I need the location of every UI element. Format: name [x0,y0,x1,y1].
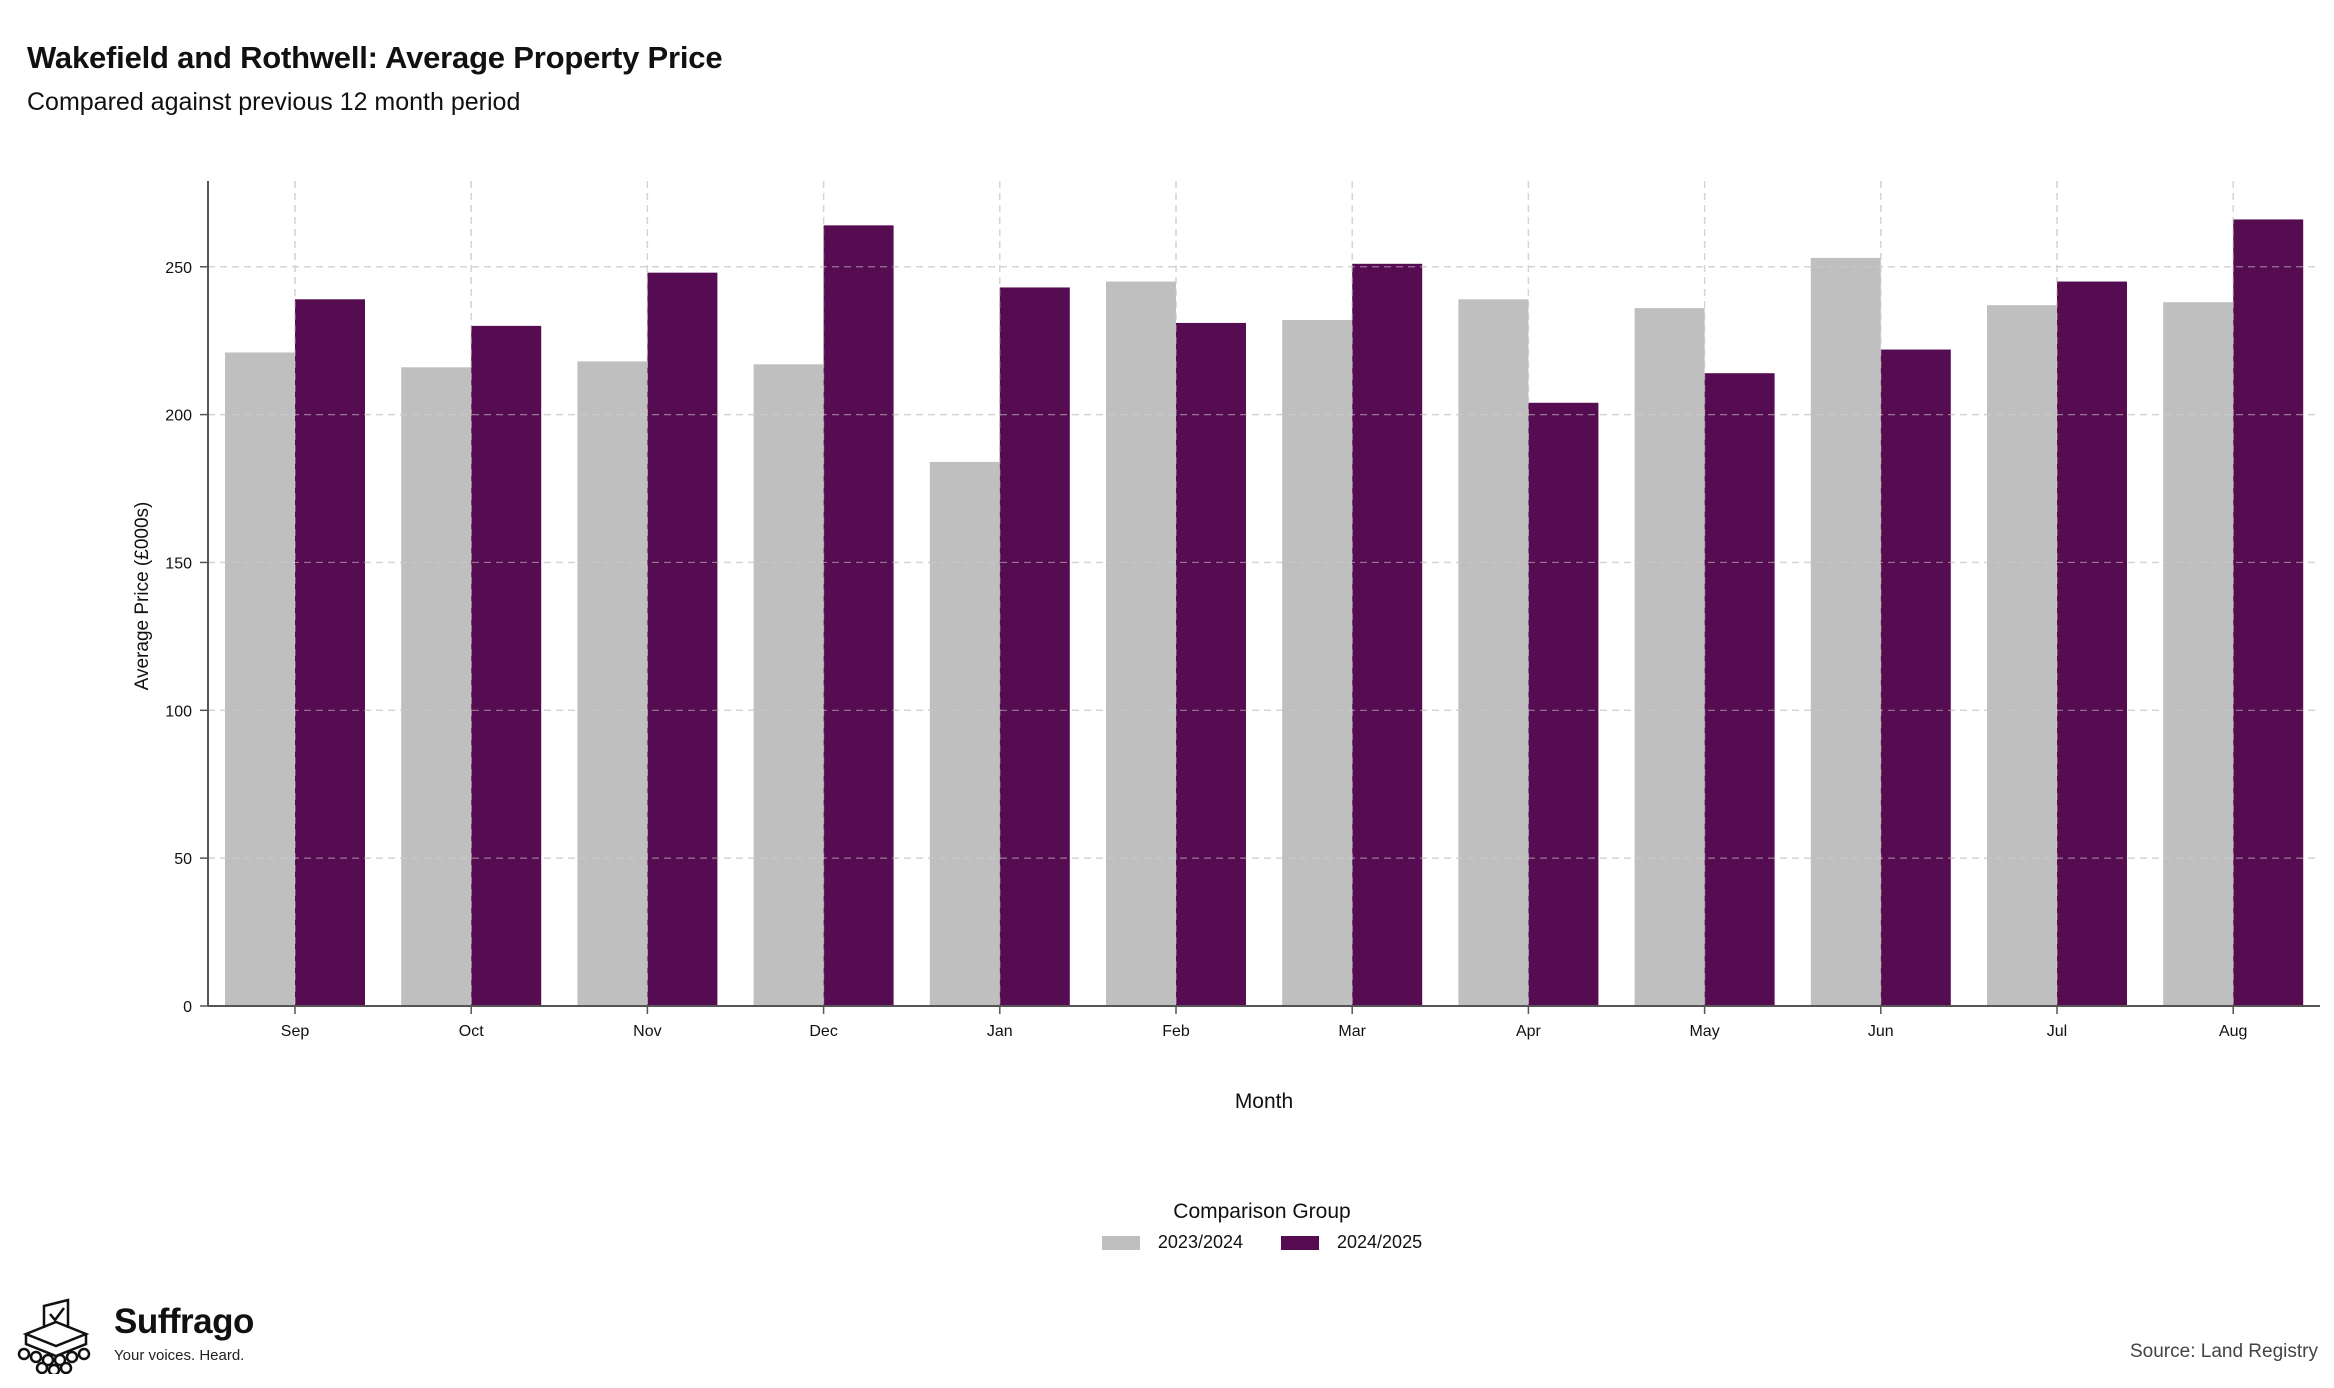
legend-label-2024-2025: 2024/2025 [1337,1232,1423,1252]
bar-2023-2024-jun [1810,257,1881,1006]
bar-2023-2024-sep [225,352,295,1006]
legend-title: Comparison Group [1173,1200,1351,1223]
x-tick-label: Apr [1516,1023,1542,1040]
x-tick-label: Feb [1162,1023,1190,1040]
brand-tagline: Your voices. Heard. [114,1347,245,1364]
x-tick-label: Jan [987,1023,1013,1040]
y-tick-label: 150 [165,555,192,572]
bar-2024-2025-jul [2057,281,2127,1007]
y-tick-label: 200 [165,408,192,425]
bar-2023-2024-oct [401,367,472,1007]
x-axis-label: Month [1235,1090,1293,1113]
bar-2024-2025-mar [1352,263,1423,1007]
bar-2023-2024-mar [1282,319,1353,1006]
bar-2024-2025-sep [295,299,365,1007]
chart-subtitle: Compared against previous 12 month perio… [27,88,521,116]
bar-2023-2024-jan [929,461,1000,1007]
y-ticks: 0 50 100 150 200 250 [165,260,208,1016]
legend-label-2023-2024: 2023/2024 [1157,1232,1243,1252]
x-grid-overlay [208,181,2320,1006]
x-tick-label: Dec [809,1023,837,1040]
brand-name: Suffrago [114,1302,254,1341]
x-tick-label: Sep [281,1023,310,1040]
y-tick-label: 50 [174,851,192,868]
y-axis-label: Average Price (£000s) [132,502,153,691]
bar-2024-2025-aug [2233,219,2304,1006]
legend-item-2024-2025: 2024/2025 [1281,1232,1422,1253]
bar-2023-2024-apr [1458,299,1529,1007]
bar-2023-2024-aug [2163,302,2234,1006]
x-tick-label: Jun [1868,1023,1894,1040]
legend-swatch-2023-2024 [1101,1235,1140,1250]
bar-2024-2025-nov [647,272,718,1007]
legend-items: 2023/2024 2024/2025 [0,1232,2334,1253]
x-tick-label: May [1689,1023,1719,1040]
y-tick-label: 250 [165,260,192,277]
chart-title: Wakefield and Rothwell: Average Property… [27,40,723,75]
x-tick-label: Aug [2219,1023,2247,1040]
legend: Comparison Group 2023/2024 2024/2025 [0,1200,2334,1253]
bar-2024-2025-dec [823,225,894,1006]
bar-2024-2025-jan [999,287,1070,1006]
legend-item-2023-2024: 2023/2024 [1101,1232,1243,1253]
y-tick-label: 100 [165,703,192,720]
x-tick-label: Oct [459,1023,484,1040]
bar-2024-2025-may [1704,373,1775,1006]
ballot-box-icon [17,1298,91,1374]
y-tick-label: 0 [183,999,192,1016]
bar-2024-2025-oct [471,325,542,1007]
brand-text: Suffrago Your voices. Heard. [114,1294,254,1364]
bar-2023-2024-nov [577,361,648,1006]
x-tick-label: Mar [1338,1023,1366,1040]
bar-2024-2025-feb [1176,322,1246,1006]
bar-2023-2024-may [1634,308,1705,1007]
x-tick-label: Nov [633,1023,661,1040]
bar-2023-2024-dec [753,364,824,1006]
x-ticks: Sep Oct Nov Dec Jan Feb Mar Apr May Jun Jul Aug [281,1006,2247,1040]
bar-2024-2025-jun [1880,349,1951,1006]
legend-swatch-2024-2025 [1281,1235,1319,1250]
x-tick-label: Jul [2047,1023,2067,1040]
axes [207,181,2320,1007]
brand-logo: Suffrago Your voices. Heard. [14,1294,254,1374]
bar-2023-2024-feb [1106,281,1176,1007]
bar-2024-2025-apr [1528,402,1599,1007]
bar-2023-2024-jul [1987,305,2057,1006]
source-note: Source: Land Registry [2130,1341,2318,1362]
bars [225,219,2304,1007]
